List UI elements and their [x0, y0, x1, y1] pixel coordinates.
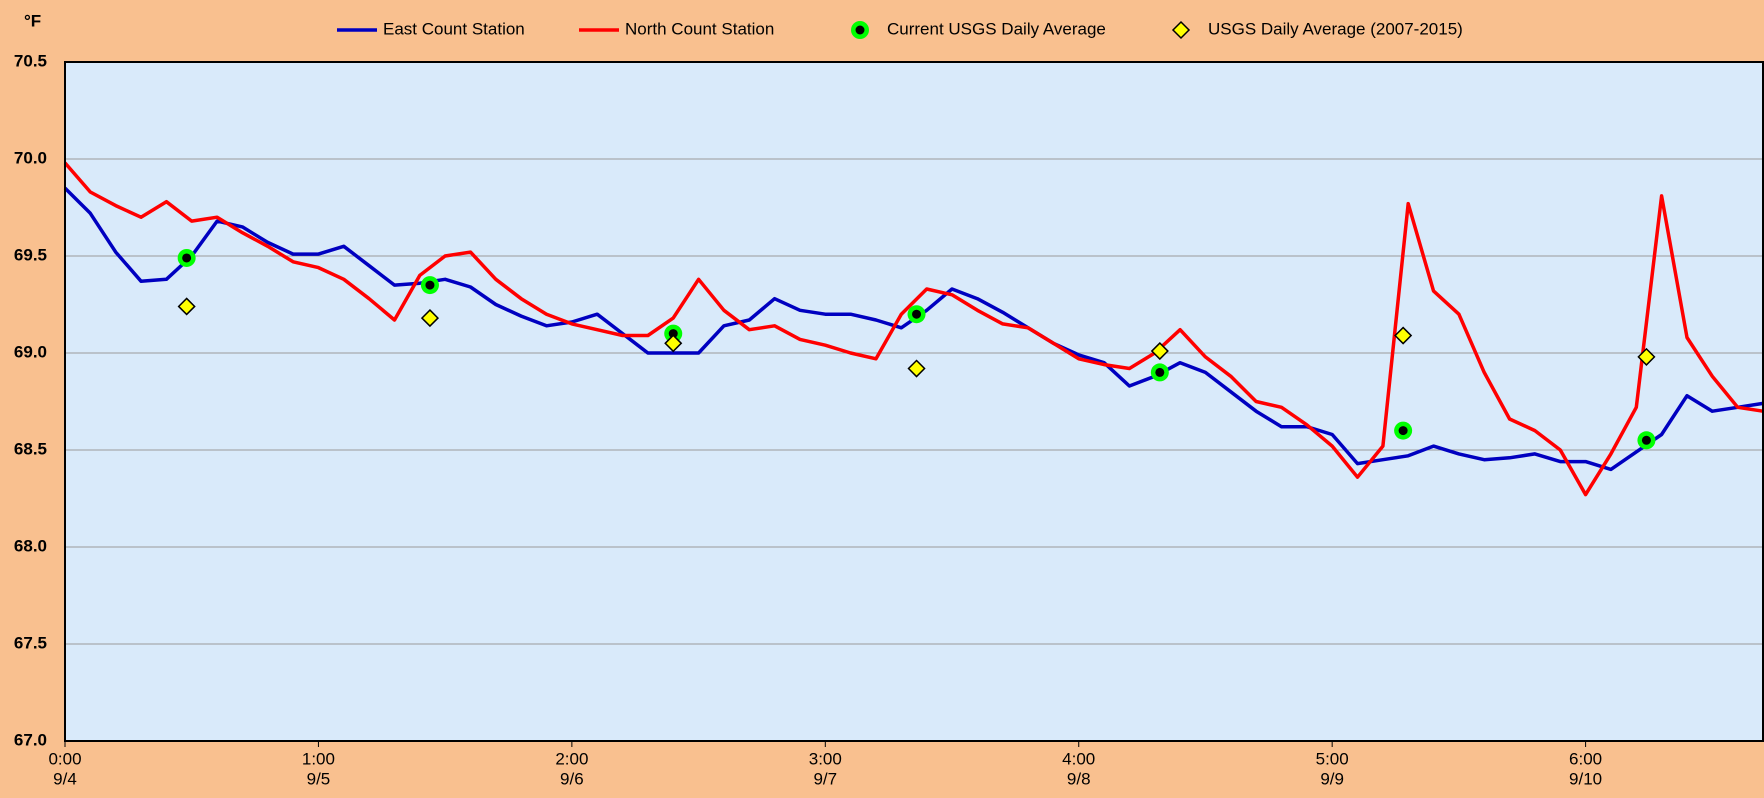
diamond-marker: [907, 359, 926, 378]
plot-area: [65, 62, 1763, 741]
x-tick-date: 9/5: [307, 769, 331, 788]
y-axis-label: °F: [24, 11, 41, 30]
x-tick-date: 9/7: [813, 769, 837, 788]
marker-dot: [855, 25, 865, 35]
legend-label: East Count Station: [383, 19, 525, 38]
x-tick-label: 5:00: [1316, 749, 1349, 768]
marker-dot: [1641, 435, 1651, 445]
marker-diamond: [1394, 326, 1413, 345]
marker-dot: [912, 309, 922, 319]
x-tick-label: 6:00: [1569, 749, 1602, 768]
plot-border: [64, 61, 1764, 742]
x-tick-label: 4:00: [1062, 749, 1095, 768]
marker-dot: [425, 280, 435, 290]
diamond-marker: [1394, 326, 1413, 345]
marker-dot: [1155, 367, 1165, 377]
y-tick-label: 70.0: [14, 148, 47, 167]
marker-diamond: [907, 359, 926, 378]
diamond-marker: [664, 334, 683, 353]
x-tick-date: 9/6: [560, 769, 584, 788]
marker-diamond: [1637, 347, 1656, 366]
x-tick-date: 9/10: [1569, 769, 1602, 788]
circle-marker: [1394, 421, 1413, 440]
x-tick-label: 1:00: [302, 749, 335, 768]
legend-label: Current USGS Daily Average: [887, 19, 1106, 38]
circle-marker: [664, 324, 683, 343]
legend-label: North Count Station: [625, 19, 774, 38]
y-tick-label: 68.5: [14, 439, 47, 458]
x-tick-label: 0:00: [48, 749, 81, 768]
circle-marker: [1637, 431, 1656, 450]
diamond-marker: [177, 297, 196, 316]
y-tick-label: 68.0: [14, 536, 47, 555]
y-tick-label: 67.0: [14, 730, 47, 749]
x-tick-date: 9/4: [53, 769, 77, 788]
circle-marker: [1150, 363, 1169, 382]
marker-dot: [668, 329, 678, 339]
y-tick-label: 69.5: [14, 245, 47, 264]
marker-diamond: [1171, 20, 1191, 40]
diamond-marker: [420, 309, 440, 328]
marker-diamond: [177, 297, 196, 316]
marker-diamond: [664, 334, 683, 353]
circle-marker: [177, 248, 196, 267]
marker-diamond: [1150, 341, 1169, 361]
x-tick-date: 9/8: [1067, 769, 1091, 788]
diamond-marker: [1637, 347, 1656, 366]
diamond-marker: [1150, 341, 1169, 361]
x-tick-date: 9/9: [1320, 769, 1344, 788]
y-tick-label: 69.0: [14, 342, 47, 361]
x-tick-label: 2:00: [555, 749, 588, 768]
legend-label: USGS Daily Average (2007-2015): [1208, 19, 1463, 38]
diamond-marker: [1171, 20, 1191, 40]
y-tick-label: 70.5: [14, 51, 47, 70]
x-tick-label: 3:00: [809, 749, 842, 768]
circle-marker: [907, 305, 926, 324]
marker-diamond: [420, 309, 440, 328]
circle-marker: [851, 21, 869, 39]
series-line: [63, 161, 1764, 497]
circle-marker: [420, 276, 439, 295]
marker-dot: [182, 253, 192, 263]
y-tick-label: 67.5: [14, 633, 47, 652]
marker-dot: [1398, 426, 1408, 436]
